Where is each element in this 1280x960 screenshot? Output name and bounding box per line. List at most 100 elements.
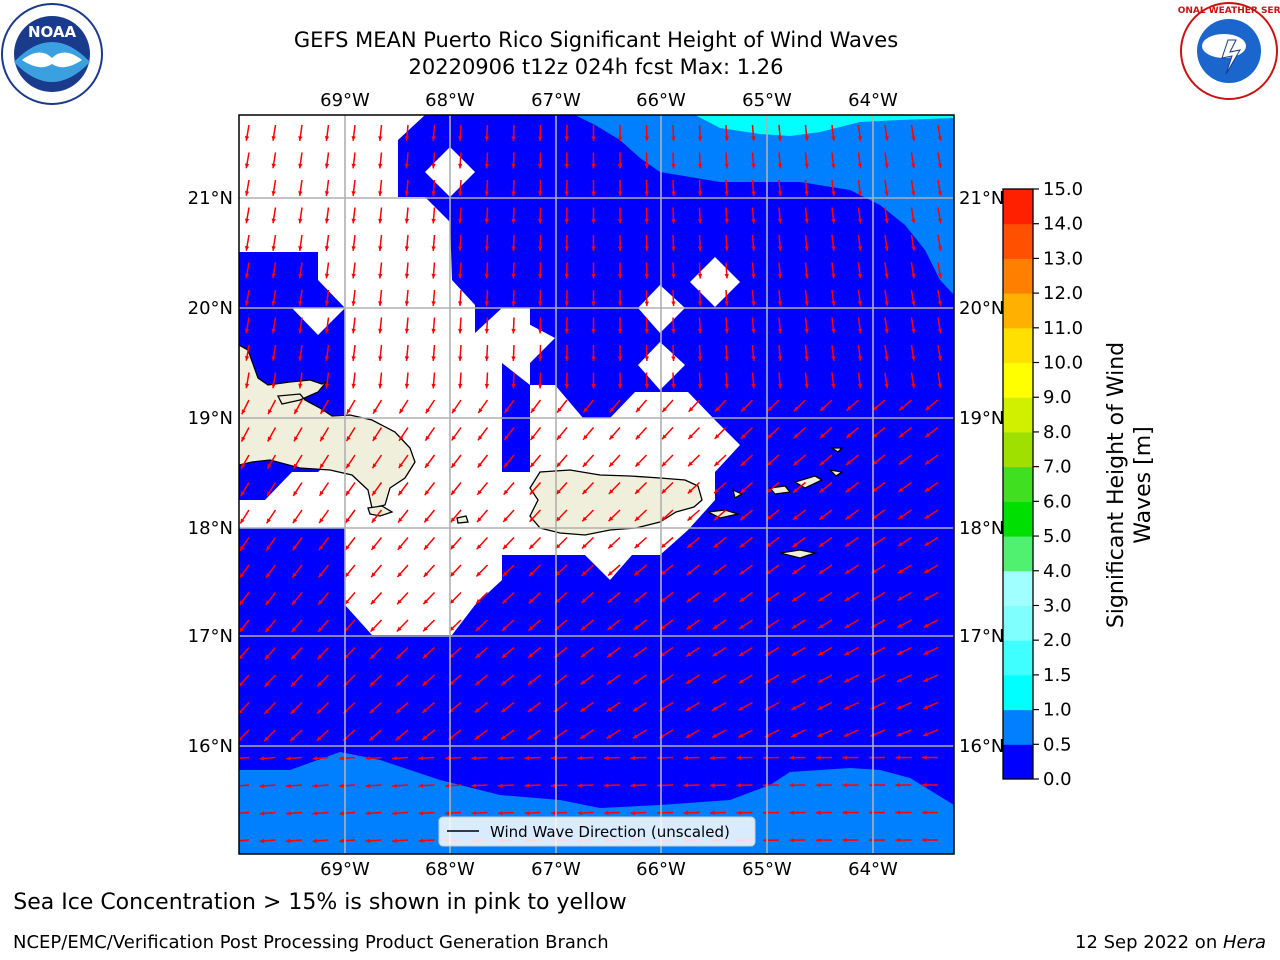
wave-arrow: [660, 509, 674, 522]
wave-arrow: [923, 646, 939, 656]
wave-arrow: [937, 317, 942, 334]
wave-arrow-head: [591, 163, 596, 169]
wave-arrow-head: [713, 515, 719, 521]
wave-arrow-head: [511, 383, 516, 389]
wave-arrow: [804, 317, 808, 334]
wave-arrow-head: [697, 163, 703, 169]
wave-arrow-head: [895, 755, 901, 760]
wave-arrow-head: [265, 572, 271, 578]
wave-arrow-head: [591, 191, 596, 196]
wave-arrow-head: [617, 301, 623, 306]
wave-arrow-head: [538, 218, 543, 224]
wave-arrow: [738, 619, 753, 630]
wave-arrow-head: [378, 218, 383, 224]
wave-arrow: [527, 674, 541, 686]
wave-arrow: [688, 399, 701, 413]
colorbar-segment: [1003, 466, 1033, 502]
wave-arrow: [751, 344, 755, 362]
wave-arrow-head: [266, 545, 271, 551]
wave-arrow: [500, 701, 515, 713]
wave-arrow: [554, 564, 568, 577]
wave-arrow: [264, 674, 277, 688]
wave-arrow: [259, 756, 276, 760]
wave-arrow: [711, 729, 727, 739]
wave-arrow-head: [898, 432, 904, 438]
wave-arrow-head: [937, 383, 943, 389]
wave-arrow-head: [661, 461, 667, 467]
colorbar-segment: [1003, 293, 1033, 329]
wave-arrow-head: [244, 328, 250, 334]
wave-arrow: [502, 536, 515, 550]
wave-arrow-head: [365, 756, 371, 761]
wave-arrow: [687, 509, 700, 522]
wave-arrow-head: [697, 328, 703, 334]
wave-arrow: [239, 592, 250, 606]
wave-arrow-head: [765, 678, 771, 683]
wave-arrow: [937, 289, 942, 306]
mask-diamond-2: [690, 257, 740, 307]
wave-arrow-head: [609, 407, 615, 413]
wave-arrow-head: [524, 783, 530, 788]
wave-arrow: [897, 591, 912, 602]
wave-arrow: [432, 372, 436, 389]
wave-arrow-head: [317, 681, 323, 687]
wave-arrow: [577, 839, 594, 842]
wave-arrow-head: [846, 433, 852, 438]
wave-arrow-head: [378, 273, 383, 279]
wave-arrow: [659, 591, 674, 603]
wave-arrow: [765, 591, 780, 603]
wave-arrow: [475, 591, 489, 605]
wave-arrow-head: [607, 652, 613, 658]
wave-arrow: [459, 289, 462, 307]
wave-arrow: [712, 646, 727, 657]
wave-arrow-head: [644, 218, 649, 224]
wave-arrow: [553, 729, 568, 740]
wave-arrow-head: [511, 191, 516, 196]
wave-arrow: [844, 536, 859, 548]
wave-arrow-head: [688, 407, 694, 412]
wave-arrow: [397, 537, 409, 551]
wave-arrow: [698, 262, 702, 279]
wave-arrow-head: [431, 163, 436, 169]
wave-arrow: [526, 729, 541, 740]
wave-arrow: [804, 179, 808, 196]
wave-arrow-head: [617, 328, 623, 334]
wave-arrow-head: [564, 218, 570, 224]
wave-arrow-head: [607, 598, 613, 603]
wave-arrow-head: [869, 755, 874, 760]
wave-arrow: [391, 784, 409, 787]
wave-arrow-head: [474, 735, 480, 740]
wave-arrow-head: [714, 461, 720, 467]
wave-arrow: [630, 811, 647, 814]
wave-arrow: [910, 152, 915, 169]
wave-arrow-head: [471, 755, 477, 761]
wave-arrow: [793, 426, 807, 439]
wave-arrow: [405, 234, 409, 252]
wave-arrow-head: [239, 709, 243, 714]
wave-arrow-head: [609, 434, 615, 440]
wave-arrow-head: [591, 218, 596, 224]
wave-arrow: [660, 536, 674, 549]
wave-arrow-head: [511, 163, 516, 169]
wave-arrow-head: [937, 163, 943, 169]
wave-arrow-head: [404, 246, 410, 251]
wave-arrow: [725, 234, 728, 252]
wave-arrow-head: [267, 463, 272, 469]
wave-arrow-head: [736, 810, 742, 815]
lat-label: 17°N: [959, 626, 1004, 647]
wave-arrow-head: [425, 408, 431, 414]
wave-arrow-head: [844, 651, 850, 656]
wave-arrow-head: [604, 810, 609, 816]
wave-arrow-head: [397, 572, 403, 578]
wave-arrow: [432, 317, 436, 334]
wave-arrow: [325, 372, 330, 389]
wave-arrow-head: [477, 462, 483, 468]
wave-arrow-head: [324, 273, 330, 279]
wave-arrow-head: [422, 681, 428, 686]
wave-arrow-head: [911, 218, 916, 224]
wave-arrow-head: [484, 301, 490, 306]
wave-arrow-head: [365, 838, 371, 843]
wave-arrow-head: [857, 328, 863, 334]
wave-arrow-head: [555, 598, 560, 604]
colorbar-segment: [1003, 223, 1033, 259]
